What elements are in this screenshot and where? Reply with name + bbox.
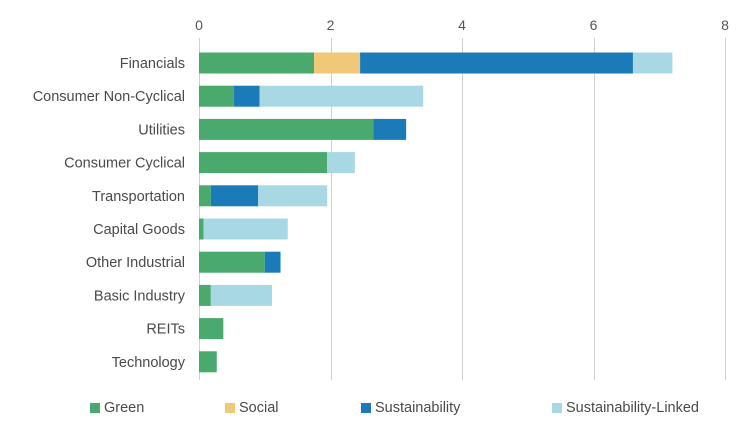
category-label-reits: REITs	[146, 322, 185, 338]
legend-swatch-sustainability-linked	[552, 403, 562, 413]
legend-label-sustainability: Sustainability	[375, 400, 461, 416]
bar-consumer-non-cyclical-sustainability	[233, 85, 260, 107]
bar-basic-industry-green	[199, 284, 211, 306]
category-label-financials: Financials	[120, 56, 185, 72]
legend-swatch-social	[225, 403, 235, 413]
bar-consumer-non-cyclical-green	[199, 85, 234, 107]
legend-label-social: Social	[239, 400, 279, 416]
bar-financials-sustainability-linked	[632, 52, 673, 74]
bar-technology-green	[199, 351, 217, 373]
legend-label-green: Green	[104, 400, 145, 416]
y-axis-labels: Financials Consumer Non-Cyclical Utilities…	[33, 56, 186, 371]
bar-consumer-non-cyclical-sustainability-linked	[259, 85, 424, 107]
category-label-consumer-non-cyclical: Consumer Non-Cyclical	[33, 89, 185, 105]
legend: Green Social Sustainability Sustainability-…	[0, 400, 743, 424]
bar-utilities-green	[199, 118, 374, 140]
x-tick-label-4: 4	[458, 17, 466, 33]
x-tick-label-2: 2	[327, 17, 335, 33]
category-label-transportation: Transportation	[92, 189, 185, 205]
legend-label-sustainability-linked: Sustainability-Linked	[566, 400, 699, 416]
category-label-consumer-cyclical: Consumer Cyclical	[64, 156, 185, 172]
bar-other-industrial-green	[199, 251, 265, 273]
legend-swatch-green	[90, 403, 100, 413]
x-axis-ticks: 0 2 4 6 8	[195, 17, 729, 33]
bar-capital-goods-sustainability-linked	[203, 218, 288, 240]
bar-transportation-green	[199, 185, 211, 207]
stacked-bar-chart: 0 2 4 6 8 Financials Consumer Non-Cyclical Uti…	[33, 17, 729, 380]
legend-item-green: Green	[90, 400, 144, 416]
category-label-basic-industry: Basic Industry	[94, 288, 186, 304]
legend-swatch-sustainability	[361, 403, 371, 413]
x-tick-label-6: 6	[590, 17, 598, 33]
bar-reits-green	[199, 318, 224, 340]
bar-capital-goods-green	[199, 218, 204, 240]
x-tick-label-0: 0	[195, 17, 203, 33]
bar-consumer-cyclical-sustainability-linked	[327, 152, 355, 174]
category-label-utilities: Utilities	[138, 122, 185, 138]
bar-basic-industry-sustainability-linked	[210, 284, 272, 306]
bar-transportation-sustainability	[210, 185, 259, 207]
bar-financials-social	[314, 52, 361, 74]
legend-item-social: Social	[225, 400, 279, 416]
bar-consumer-cyclical-green	[199, 152, 328, 174]
legend-item-sustainability-linked: Sustainability-Linked	[552, 400, 699, 416]
bar-financials-green	[199, 52, 315, 74]
x-tick-label-8: 8	[721, 17, 729, 33]
bars	[199, 52, 673, 373]
category-label-capital-goods: Capital Goods	[93, 222, 185, 238]
bar-utilities-sustainability	[373, 118, 407, 140]
bar-other-industrial-sustainability	[264, 251, 281, 273]
bar-transportation-sustainability-linked	[258, 185, 328, 207]
bar-financials-sustainability	[360, 52, 633, 74]
category-label-technology: Technology	[112, 355, 186, 371]
legend-item-sustainability: Sustainability	[361, 400, 460, 416]
category-label-other-industrial: Other Industrial	[86, 255, 185, 271]
